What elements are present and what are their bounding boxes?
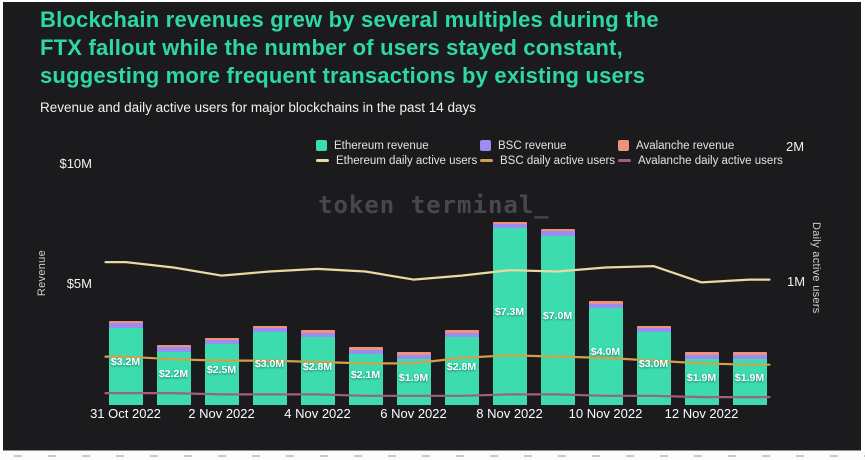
bar-value-label: $3.0M [254, 358, 285, 371]
legend-item: Avalanche daily active users [618, 153, 783, 168]
legend-swatch-icon [618, 140, 629, 151]
x-axis-tick-label: 4 Nov 2022 [284, 406, 351, 421]
legend-item: Avalanche revenue [618, 138, 783, 153]
avalanche-revenue-segment [444, 330, 479, 333]
bar-value-label: $1.9M [398, 371, 429, 384]
x-axis-tick-label: 31 Oct 2022 [90, 406, 161, 421]
bar-value-label: $2.1M [350, 369, 381, 382]
bar-value-label: $3.0M [638, 358, 669, 371]
x-axis-tick-label: 12 Nov 2022 [664, 406, 739, 421]
x-axis-tick-label: 2 Nov 2022 [188, 406, 255, 421]
legend-swatch-icon [316, 140, 327, 151]
bar-value-label: $2.5M [206, 364, 237, 377]
bsc-revenue-segment [444, 332, 479, 338]
bsc-revenue-segment [540, 231, 575, 236]
bar-value-label: $1.9M [686, 371, 717, 384]
revenue-bar [492, 221, 527, 405]
avalanche-revenue-segment [252, 325, 287, 329]
legend-label: BSC daily active users [500, 154, 616, 167]
bar-value-label: $2.8M [446, 360, 477, 373]
legend-label: Avalanche revenue [636, 139, 735, 152]
avalanche-revenue-segment [588, 301, 623, 304]
avalanche-revenue-segment [348, 347, 383, 350]
legend-swatch-icon [480, 140, 491, 151]
chart-subtitle: Revenue and daily active users for major… [40, 100, 476, 115]
chart-title: Blockchain revenues grew by several mult… [40, 6, 840, 90]
chart-title-line-2: FTX fallout while the number of users st… [40, 35, 623, 60]
avalanche-revenue-segment [540, 228, 575, 232]
avalanche-revenue-segment [108, 320, 143, 324]
legend-label: Ethereum daily active users [336, 154, 478, 167]
cropped-caption-strip [0, 451, 865, 460]
y-axis-tick-1m: 1M [787, 274, 806, 289]
y-axis-tick-10m: $10M [59, 156, 92, 171]
legend-item: Ethereum daily active users [316, 153, 477, 168]
avalanche-revenue-segment [396, 352, 431, 355]
y-axis-label-revenue: Revenue [36, 250, 48, 297]
bar-value-label: $3.2M [110, 355, 141, 368]
bsc-revenue-segment [492, 223, 527, 229]
legend-label: Ethereum revenue [334, 139, 429, 152]
y-axis-tick-5m: $5M [66, 276, 92, 291]
bar-value-label: $4.0M [590, 346, 621, 359]
legend-column: BSC revenue BSC daily active users [480, 138, 615, 168]
avalanche-revenue-segment [492, 221, 527, 224]
ethereum-revenue-segment [492, 228, 527, 405]
x-axis-tick-label: 6 Nov 2022 [380, 406, 447, 421]
bsc-revenue-segment [300, 332, 335, 338]
bar-value-label: $1.9M [734, 371, 765, 384]
legend-swatch-icon [618, 159, 631, 162]
legend-column: Avalanche revenue Avalanche daily active … [618, 138, 783, 168]
bsc-revenue-segment [156, 347, 191, 352]
bar-value-label: $2.8M [302, 360, 333, 373]
legend-label: BSC revenue [498, 139, 567, 152]
legend-swatch-icon [316, 159, 329, 162]
bar-value-label: $2.2M [158, 367, 189, 380]
avalanche-revenue-segment [684, 352, 719, 355]
chart-title-line-1: Blockchain revenues grew by several mult… [40, 7, 659, 32]
bar-value-label: $7.3M [494, 306, 525, 319]
bar-value-label: $7.0M [542, 309, 573, 322]
y-axis-label-daily-active-users: Daily active users [810, 222, 822, 314]
legend-column: Ethereum revenue Ethereum daily active us… [316, 138, 477, 168]
legend-item: BSC revenue [480, 138, 615, 153]
avalanche-revenue-segment [156, 344, 191, 348]
avalanche-revenue-segment [636, 325, 671, 329]
bsc-revenue-segment [252, 328, 287, 333]
token-terminal-watermark: token terminal_ [318, 191, 550, 219]
bsc-revenue-segment [636, 328, 671, 333]
bsc-revenue-segment [348, 349, 383, 355]
bsc-revenue-segment [108, 323, 143, 328]
bsc-revenue-segment [588, 303, 623, 309]
legend-item: Ethereum revenue [316, 138, 477, 153]
legend-item: BSC daily active users [480, 153, 615, 168]
legend-label: Avalanche daily active users [638, 154, 783, 167]
avalanche-revenue-segment [204, 337, 239, 341]
x-axis-tick-label: 8 Nov 2022 [476, 406, 543, 421]
y-axis-tick-2m: 2M [786, 139, 805, 154]
avalanche-revenue-segment [732, 352, 767, 355]
legend-swatch-icon [480, 159, 493, 162]
avalanche-revenue-segment [300, 330, 335, 333]
x-axis-tick-label: 10 Nov 2022 [568, 406, 643, 421]
chart-title-line-3: suggesting more frequent transactions by… [40, 63, 646, 88]
bsc-revenue-segment [204, 340, 239, 345]
